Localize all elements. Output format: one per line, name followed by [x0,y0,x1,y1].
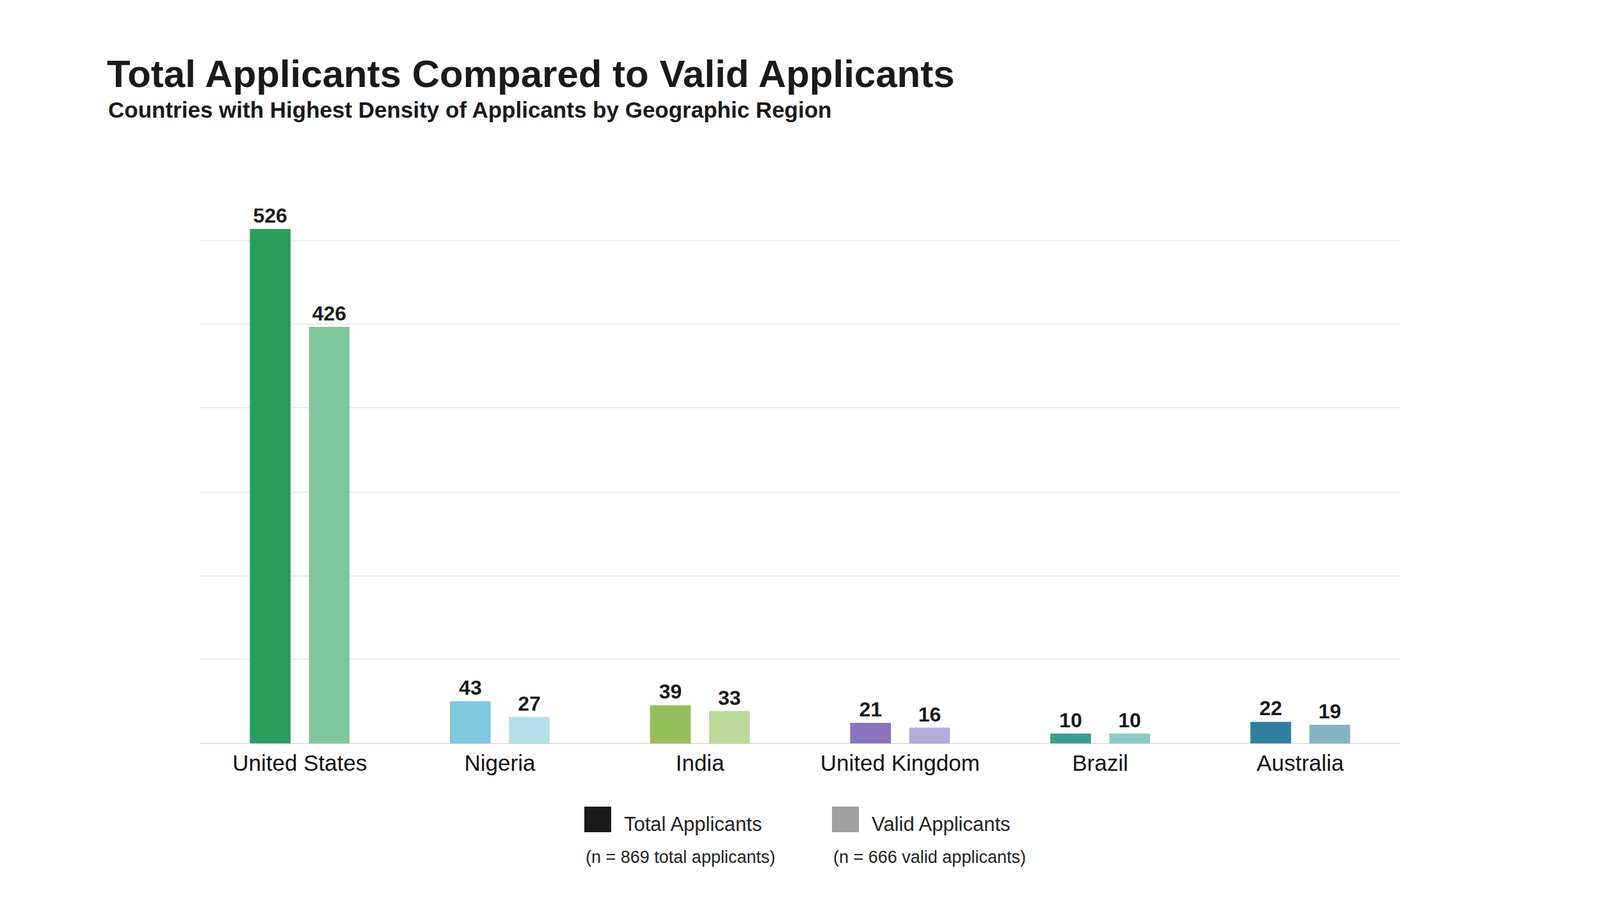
svg-text:Countries with Highest Density: Countries with Highest Density of Applic… [108,97,832,123]
svg-text:27: 27 [517,692,541,716]
svg-text:43: 43 [458,676,482,700]
svg-text:10: 10 [1059,709,1083,733]
svg-text:22: 22 [1259,696,1283,720]
svg-text:Valid Applicants: Valid Applicants [871,813,1011,836]
svg-text:Brazil: Brazil [1072,750,1129,776]
svg-text:19: 19 [1318,700,1342,724]
svg-text:33: 33 [718,686,742,710]
svg-text:10: 10 [1118,709,1142,733]
svg-text:526: 526 [253,204,288,228]
svg-text:United Kingdom: United Kingdom [820,750,980,776]
svg-text:21: 21 [858,698,882,722]
svg-text:(n = 869 total applicants): (n = 869 total applicants) [585,848,776,868]
svg-text:39: 39 [659,680,683,704]
svg-text:India: India [675,750,725,776]
svg-text:Australia: Australia [1256,750,1345,776]
svg-text:(n = 666 valid applicants): (n = 666 valid applicants) [833,848,1026,868]
svg-text:426: 426 [312,302,347,326]
svg-text:Total Applicants Compared to V: Total Applicants Compared to Valid Appli… [106,52,955,96]
svg-text:16: 16 [918,703,942,727]
svg-text:Nigeria: Nigeria [464,750,536,776]
svg-text:United States: United States [232,750,367,776]
svg-text:Total Applicants: Total Applicants [624,813,762,836]
